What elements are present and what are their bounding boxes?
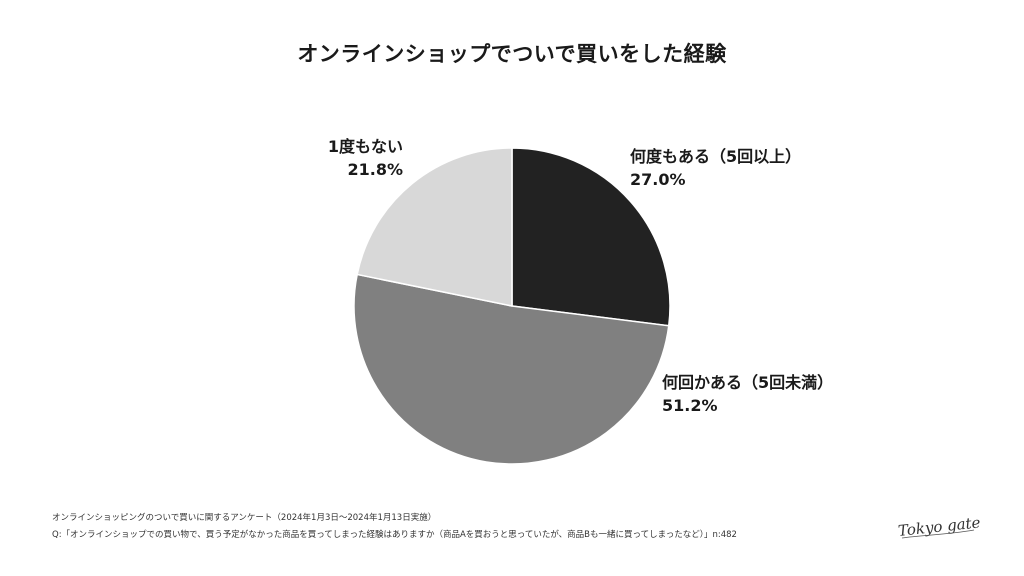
chart-title: オンラインショップでついで買いをした経験 [297, 42, 727, 66]
pie-slices [353, 147, 671, 465]
slice-value-several-times: 51.2% [662, 396, 718, 415]
slice-value-many-times: 27.0% [630, 170, 686, 189]
svg-text:Tokyo gate: Tokyo gate [897, 513, 980, 540]
tokyo-gate-logo: Tokyo gate [897, 513, 980, 540]
pie-slice-several-times [353, 273, 670, 465]
survey-footnote: オンラインショッピングのついで買いに関するアンケート（2024年1月3日〜202… [52, 513, 437, 523]
pie-slice-never [356, 147, 513, 307]
slice-label-several-times: 何回かある（5回未満） [662, 373, 833, 392]
pie-slice-many-times [511, 147, 671, 327]
slice-value-never: 21.8% [347, 160, 403, 179]
question-footnote: Q:「オンラインショップでの買い物で、買う予定がなかった商品を買ってしまった経験… [52, 530, 737, 540]
slice-label-many-times: 何度もある（5回以上） [630, 147, 801, 166]
slice-label-never: 1度もない [328, 137, 403, 156]
pie-labels: 何度もある（5回以上） 27.0% 何回かある（5回未満） 51.2% 1度もない 21.… [328, 137, 833, 415]
